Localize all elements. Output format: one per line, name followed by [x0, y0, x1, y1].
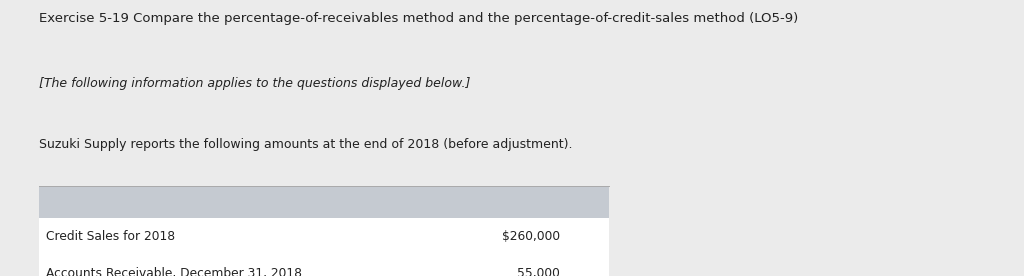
Text: Credit Sales for 2018: Credit Sales for 2018	[46, 230, 175, 243]
Text: 55,000: 55,000	[517, 267, 560, 276]
Text: Suzuki Supply reports the following amounts at the end of 2018 (before adjustmen: Suzuki Supply reports the following amou…	[39, 138, 572, 151]
Text: Exercise 5-19 Compare the percentage-of-receivables method and the percentage-of: Exercise 5-19 Compare the percentage-of-…	[39, 12, 798, 25]
Text: Accounts Receivable, December 31, 2018: Accounts Receivable, December 31, 2018	[46, 267, 302, 276]
Text: [The following information applies to the questions displayed below.]: [The following information applies to th…	[39, 77, 470, 90]
Text: $260,000: $260,000	[502, 230, 560, 243]
Bar	[39, 218, 609, 276]
Bar	[39, 186, 609, 218]
